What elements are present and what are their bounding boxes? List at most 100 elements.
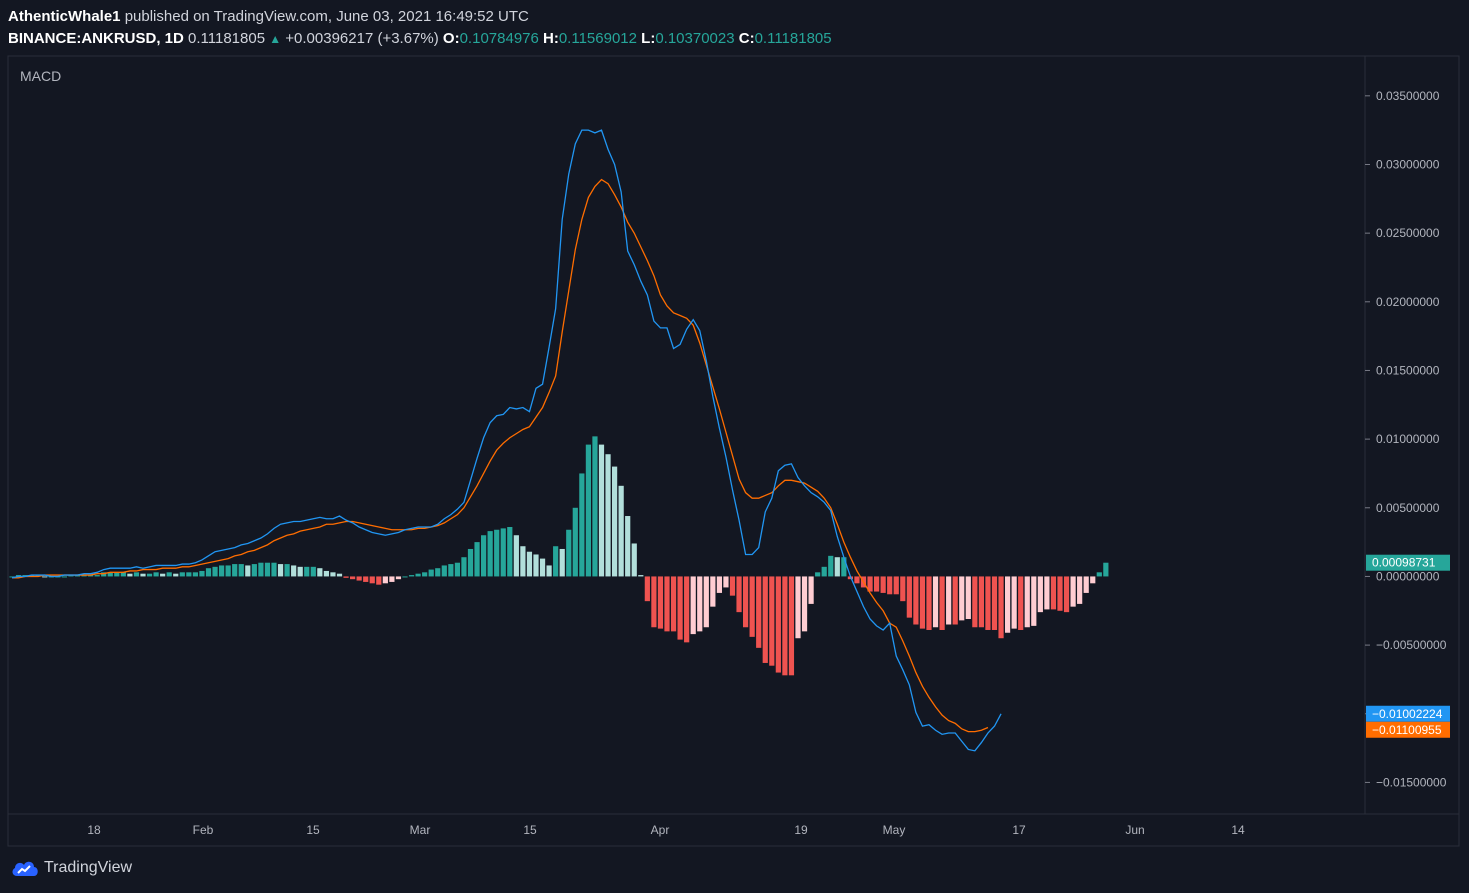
histogram-bar [566,529,572,577]
symbol-line: BINANCE:ANKRUSD, 1D 0.11181805 ▲ +0.0039… [8,28,832,50]
histogram-bar [179,572,185,577]
tradingview-logo[interactable]: TradingView [10,858,132,878]
high-label: H: [543,30,559,47]
y-tick-label: 0.01000000 [1376,432,1440,446]
histogram-bar [153,572,159,577]
low-value: 0.10370023 [655,30,735,47]
histogram-bar [88,575,94,577]
histogram-bar [29,575,35,577]
histogram-bar [363,576,369,582]
x-tick-label: 17 [1012,823,1026,837]
histogram-bar [264,562,271,577]
histogram-bar [448,564,454,577]
histogram-bar [553,546,559,577]
x-tick-label: 15 [523,823,537,837]
histogram-bar [304,566,310,577]
x-tick-label: Feb [193,823,214,837]
histogram-bar [238,564,244,577]
y-tick-label: −0.00500000 [1376,638,1447,652]
histogram-bar [906,576,912,618]
histogram-bar [932,576,939,628]
y-tick-label: 0.02500000 [1376,226,1440,240]
histogram-bar [625,516,631,577]
histogram-bar [1044,576,1050,610]
histogram-bar [1063,576,1070,613]
histogram-bar [762,576,768,663]
histogram-bar [998,576,1004,639]
histogram-bar [284,564,290,577]
histogram-value-tag: 0.00098731 [1366,554,1450,571]
histogram-bar [887,576,893,595]
histogram-bar [539,558,546,577]
histogram-bar [369,576,375,584]
histogram-bar [893,576,899,595]
price-change: +0.00396217 (+3.67%) [285,30,439,47]
histogram-bar [481,535,487,577]
plot-area[interactable] [7,55,1366,815]
histogram-bar [271,562,277,577]
signal-value-tag: −0.01100955 [1366,721,1450,738]
histogram-bar [205,568,212,577]
histogram-bar [874,576,880,592]
histogram-bar [926,576,932,630]
histogram-bar [841,557,847,577]
histogram-bar [500,528,506,577]
histogram-bar [546,565,552,577]
svg-text:−0.01002224: −0.01002224 [1372,707,1443,721]
histogram-bar [572,507,578,577]
histogram-bar [991,576,998,630]
histogram-bar [736,576,742,613]
histogram-bar [356,576,362,581]
histogram-bar [952,576,958,625]
histogram-bar [487,531,493,577]
histogram-bar [913,576,919,625]
signal-line [12,178,989,733]
histogram-bar [9,576,15,578]
histogram-bar [1057,576,1063,611]
histogram-bar [1011,576,1017,629]
histogram-bar [389,576,395,582]
histogram-bar [461,557,467,577]
histogram-bar [684,576,690,643]
histogram-bar [638,575,644,577]
publish-line: AthenticWhale1 published on TradingView.… [8,6,832,28]
chart-header: AthenticWhale1 published on TradingView.… [8,6,832,50]
y-tick-label: 0.02000000 [1376,295,1440,309]
histogram-bar [1050,576,1057,610]
svg-text:−0.01100955: −0.01100955 [1372,723,1442,737]
histogram-bar [828,555,834,577]
histogram-bar [749,576,755,637]
histogram-bar [579,473,585,577]
histogram-bar [350,576,356,580]
symbol-label[interactable]: BINANCE:ANKRUSD, 1D [8,30,184,47]
y-tick-label: 0.03500000 [1376,89,1440,103]
author-name[interactable]: AthenticWhale1 [8,8,121,25]
histogram-bar [291,565,297,577]
histogram-bar [729,576,736,596]
histogram-bar [520,546,526,577]
histogram-bar [140,573,146,577]
histogram-bar [657,576,664,629]
x-tick-label: Mar [410,823,431,837]
histogram-bar [120,572,126,577]
indicator-title: MACD [20,68,61,84]
histogram-bar [513,535,519,577]
histogram-bar [212,566,218,577]
high-value: 0.11569012 [558,30,637,47]
histogram-bar [592,436,598,577]
histogram-bar [494,529,500,577]
histogram-bar [788,576,795,676]
histogram-bar [258,562,264,577]
histogram-bar [664,576,670,632]
histogram-bar [598,444,605,577]
histogram-bar [946,576,952,625]
histogram-bar [756,576,762,648]
histogram-bar [35,575,41,577]
histogram-bar [644,576,650,602]
time-scale[interactable] [7,813,1460,847]
histogram-bar [612,466,618,577]
histogram-bar [716,576,722,593]
histogram-bar [605,454,611,577]
histogram-bar [1070,576,1076,607]
